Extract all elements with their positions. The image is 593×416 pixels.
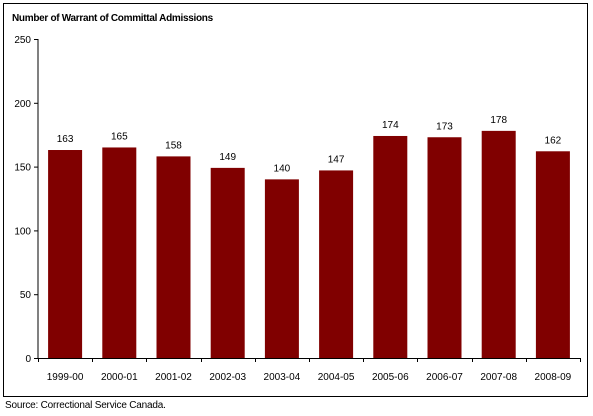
data-label: 173	[436, 121, 453, 132]
bar	[535, 151, 570, 358]
data-label: 147	[328, 154, 345, 165]
y-tick-label: 0	[25, 354, 31, 365]
y-tick-label: 100	[14, 226, 31, 237]
data-label: 165	[111, 131, 128, 142]
x-tick-label: 2004-05	[318, 372, 355, 383]
bar	[156, 156, 191, 358]
y-tick-label: 150	[14, 163, 31, 174]
data-label: 162	[545, 135, 562, 146]
y-tick-label: 200	[14, 99, 31, 110]
x-tick-label: 2007-08	[480, 372, 517, 383]
bar	[427, 137, 462, 358]
y-tick-label: 250	[14, 35, 31, 46]
bar	[210, 167, 245, 358]
y-tick-label: 50	[20, 290, 32, 301]
bar	[373, 135, 408, 358]
bar	[319, 170, 354, 358]
source-note: Source: Correctional Service Canada.	[5, 400, 166, 411]
data-label: 149	[219, 152, 236, 163]
data-label: 163	[57, 134, 74, 145]
bars	[48, 130, 570, 358]
x-tick-label: 2008-09	[535, 372, 572, 383]
bar	[264, 179, 299, 358]
bar	[481, 130, 516, 358]
x-tick-label: 2001-02	[155, 372, 192, 383]
x-tick-label: 2002-03	[209, 372, 246, 383]
data-labels: 163 165 158 149 140 147 174 173 178 162	[57, 115, 562, 174]
x-tick-label: 2003-04	[264, 372, 301, 383]
chart-title: Number of Warrant of Committal Admission…	[12, 13, 214, 24]
data-label: 140	[274, 163, 291, 174]
x-axis: 1999-00 2000-01 2001-02 2002-03 2003-04 2004-…	[38, 358, 581, 383]
x-tick-label: 2000-01	[101, 372, 138, 383]
data-label: 178	[490, 115, 507, 126]
bar	[102, 147, 137, 358]
x-tick-label: 2006-07	[426, 372, 463, 383]
data-label: 174	[382, 120, 399, 131]
x-tick-label: 1999-00	[47, 372, 84, 383]
data-label: 158	[165, 140, 182, 151]
bar	[48, 150, 83, 358]
x-tick-label: 2005-06	[372, 372, 409, 383]
y-axis: 0 50 100 150 200 250	[14, 35, 39, 365]
